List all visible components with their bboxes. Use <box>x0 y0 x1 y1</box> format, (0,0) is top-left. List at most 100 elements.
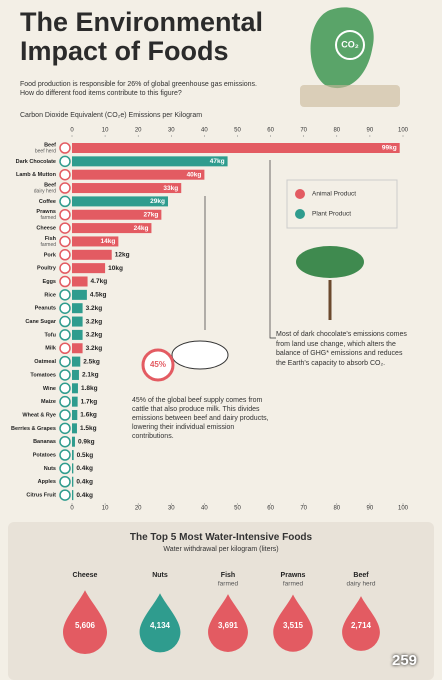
value-label: 2.1kg <box>82 372 99 379</box>
value-label: 40kg <box>187 171 202 178</box>
drop-name: Beef <box>353 572 369 579</box>
category-label: Peanuts <box>35 306 56 312</box>
food-icon <box>59 342 71 354</box>
x-tick-label: 10 <box>102 506 109 512</box>
bar <box>72 236 119 247</box>
water-drop <box>63 590 107 654</box>
value-label: 4.5kg <box>90 292 107 299</box>
drop-value: 3,691 <box>218 621 239 630</box>
value-label: 1.8kg <box>81 385 98 392</box>
legend-box <box>286 179 398 229</box>
drop-value: 2,714 <box>351 621 372 630</box>
value-label: 33kg <box>163 185 178 192</box>
food-icon <box>59 462 71 475</box>
bar <box>72 410 78 420</box>
x-tick-label: 20 <box>135 506 142 512</box>
bar <box>72 369 79 380</box>
food-icon <box>59 395 71 408</box>
bar <box>72 329 83 340</box>
food-icon <box>59 168 71 181</box>
value-label: 27kg <box>144 211 159 218</box>
food-icon <box>59 222 71 234</box>
category-label: Oatmeal <box>34 359 56 365</box>
x-tick-label: 80 <box>333 128 340 134</box>
bar <box>72 209 162 220</box>
x-tick-label: 60 <box>267 128 274 134</box>
food-icon <box>59 289 71 301</box>
category-label: Pork <box>44 252 57 258</box>
category-label: Beef <box>44 142 56 148</box>
bar <box>72 476 74 487</box>
bar <box>72 143 400 153</box>
value-label: 14kg <box>101 238 116 245</box>
food-icon <box>59 249 71 261</box>
legend-label: Animal Product <box>312 191 356 198</box>
category-label: Wheat & Rye <box>22 412 56 418</box>
category-label: Nuts <box>44 466 56 472</box>
like-count[interactable]: 259 <box>392 652 418 669</box>
category-sublabel: beef herd <box>35 148 56 154</box>
food-icon <box>59 302 71 314</box>
value-label: 3.2kg <box>86 305 103 312</box>
category-label: Prawns <box>36 209 56 215</box>
bar <box>72 490 74 501</box>
value-label: 10kg <box>108 265 123 272</box>
category-label: Cheese <box>36 226 56 232</box>
value-label: 0.4kg <box>76 478 93 485</box>
x-tick-label: 30 <box>168 128 175 134</box>
cow-icon <box>171 340 229 370</box>
drop-name: Cheese <box>73 572 98 579</box>
x-tick-label: 60 <box>267 506 274 512</box>
food-icon <box>59 195 71 208</box>
drop-name: Prawns <box>281 572 306 579</box>
cacao-leaves <box>296 246 364 278</box>
category-label: Citrus Fruit <box>26 493 56 499</box>
legend-swatch <box>295 189 305 199</box>
category-label: Tomatoes <box>30 372 56 378</box>
category-label: Bananas <box>33 439 56 445</box>
x-tick-label: 50 <box>234 506 241 512</box>
food-icon <box>59 142 71 154</box>
bar <box>72 156 228 167</box>
x-tick-label: 100 <box>398 506 409 512</box>
chocolate-leader <box>269 160 276 339</box>
category-label: Lamb & Mutton <box>16 172 57 178</box>
bar <box>72 249 112 260</box>
x-tick-label: 80 <box>333 506 340 512</box>
drop-sublabel: farmed <box>283 581 304 588</box>
value-label: 29kg <box>150 198 165 205</box>
percent-text: 45% <box>150 360 166 369</box>
food-icon <box>59 476 71 488</box>
value-label: 3.2kg <box>86 345 103 352</box>
beef-note: 45% of the global beef supply comes from… <box>132 397 269 440</box>
food-icon <box>59 155 71 168</box>
drop-value: 4,134 <box>150 621 171 630</box>
bar <box>72 289 87 300</box>
category-label: Berries & Grapes <box>11 426 56 432</box>
x-tick-label: 10 <box>102 128 109 134</box>
legend-swatch <box>295 209 305 219</box>
x-tick-label: 50 <box>234 128 241 134</box>
title: The Environmental Impact of Foods <box>20 7 264 66</box>
x-tick-label: 90 <box>367 506 374 512</box>
food-icon <box>59 369 71 381</box>
co2-text: CO₂ <box>341 39 359 49</box>
bar <box>72 423 77 434</box>
bar <box>72 223 152 234</box>
category-label: Tofu <box>44 332 56 338</box>
category-label: Milk <box>45 346 57 352</box>
x-tick-label: 40 <box>201 506 208 512</box>
water-drop <box>208 594 248 652</box>
bar <box>72 343 83 354</box>
drop-name: Nuts <box>152 572 168 579</box>
food-icon <box>59 489 71 501</box>
x-tick-label: 20 <box>135 128 142 134</box>
drop-value: 3,515 <box>283 621 304 630</box>
value-label: 3.2kg <box>86 332 103 339</box>
bar <box>72 396 78 407</box>
value-label: 4.7kg <box>91 278 108 285</box>
value-label: 0.4kg <box>76 465 93 472</box>
water-title: The Top 5 Most Water-Intensive Foods <box>129 532 313 543</box>
drop-sublabel: farmed <box>218 581 239 588</box>
